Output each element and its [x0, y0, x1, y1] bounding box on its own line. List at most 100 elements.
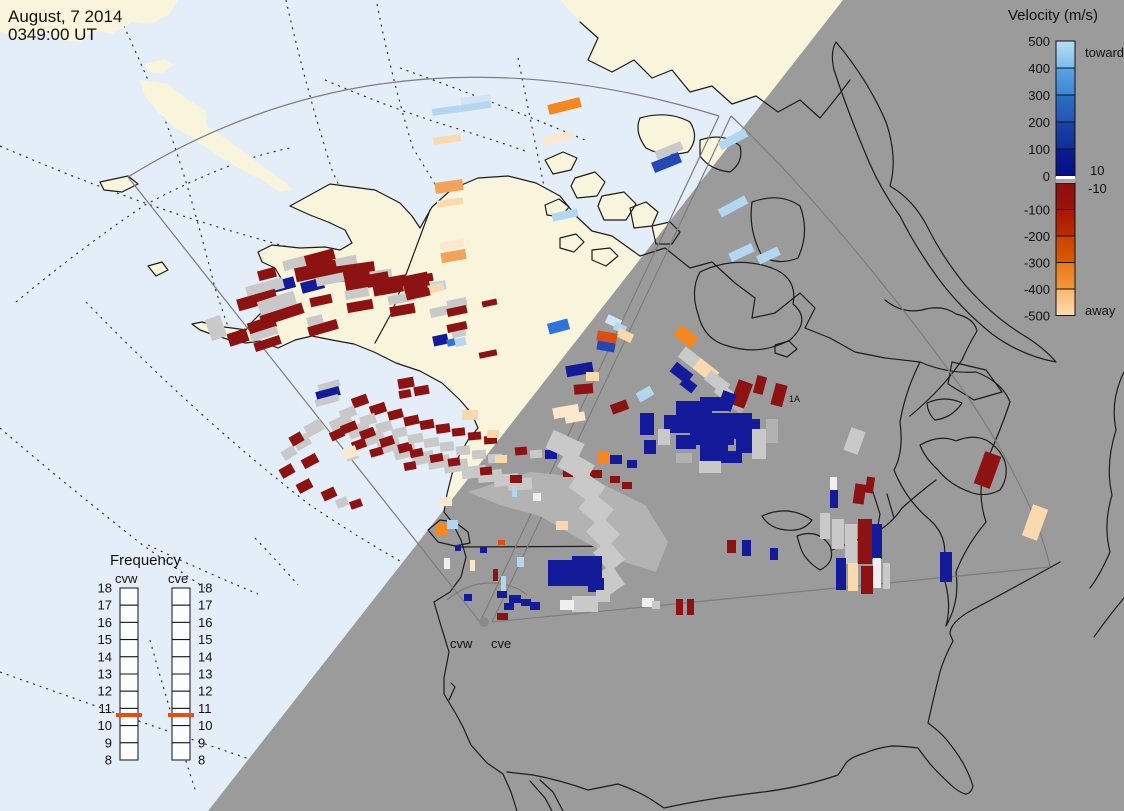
radar-fov-outlines — [127, 76, 1051, 623]
map-data-cell — [644, 440, 656, 454]
map-data-cell — [429, 305, 451, 318]
frequency-bar-cell — [119, 742, 139, 761]
frequency-tick-label-left: 13 — [98, 667, 112, 682]
map-data-cell — [504, 603, 514, 610]
map-data-cell — [459, 100, 492, 113]
map-data-cell — [521, 599, 531, 606]
map-data-cell — [820, 513, 830, 539]
map-data-cell — [398, 389, 412, 399]
frequency-bar-cell — [171, 639, 191, 658]
map-data-cell — [314, 394, 340, 407]
map-data-cell — [303, 248, 337, 268]
map-data-cell — [615, 328, 635, 343]
map-data-cell — [832, 519, 844, 549]
frequency-bar-cell — [171, 673, 191, 692]
map-data-cell — [650, 151, 683, 174]
map-data-cell — [256, 290, 298, 316]
map-data-cell — [864, 476, 876, 494]
cvw-fov-right-edge — [479, 115, 720, 623]
frequency-tick-label-right: 12 — [198, 684, 212, 699]
map-data-cell — [455, 545, 461, 551]
map-data-cell — [501, 576, 506, 591]
map-data-cell — [529, 449, 543, 459]
map-data-cell — [845, 524, 857, 564]
map-data-cell — [378, 435, 396, 448]
map-data-cell — [423, 436, 440, 449]
map-data-cell — [249, 325, 279, 343]
map-data-cell — [586, 372, 599, 381]
map-data-cell — [717, 128, 749, 151]
map-data-cell — [687, 599, 694, 615]
map-data-cell — [444, 558, 450, 569]
map-data-cell — [480, 547, 487, 553]
map-data-cell — [742, 540, 751, 556]
zero-band-white — [1056, 176, 1075, 179]
map-data-cell — [533, 493, 541, 501]
map-data-cell — [563, 470, 573, 477]
frequency-bar-cell — [119, 621, 139, 641]
map-data-cell — [478, 349, 498, 359]
velocity-tick-label: 0 — [1043, 169, 1050, 184]
zero-band-gray — [1056, 179, 1075, 183]
map-data-cell — [640, 413, 654, 435]
map-data-cell — [446, 338, 456, 347]
map-data-cell — [699, 461, 721, 473]
velocity-tick-label: -500 — [1024, 309, 1050, 324]
map-data-cell — [344, 286, 370, 301]
map-data-cell — [280, 445, 298, 461]
map-data-cell — [596, 330, 618, 344]
map-data-cell — [338, 405, 358, 421]
map-data-cell — [546, 318, 571, 335]
frequency-tick-label-left: 8 — [105, 753, 112, 768]
velocity-tick-label: 500 — [1028, 34, 1050, 49]
velocity-tick-labels: 500 400 300 200 100 0 -100 -200 -300 -400 -500 — [1024, 34, 1050, 324]
map-data-cell — [446, 305, 468, 317]
map-data-cell — [358, 426, 377, 441]
map-data-cell — [342, 445, 359, 460]
frequency-marker — [168, 713, 194, 717]
map-data-cell — [431, 105, 461, 116]
map-data-cell — [315, 386, 341, 401]
map-data-cell — [498, 540, 505, 545]
map-data-cell — [440, 248, 467, 264]
map-data-cell — [372, 277, 404, 297]
map-data-cell — [479, 466, 493, 476]
map-data-cell — [407, 432, 424, 445]
velocity-colorbar — [1055, 40, 1076, 316]
frequency-bar-cell — [119, 725, 139, 744]
map-data-cell — [588, 578, 604, 592]
map-data-cell — [397, 441, 413, 454]
map-data-cell — [282, 254, 310, 272]
map-data-cell — [873, 558, 881, 588]
cve-fov-right-edge — [491, 566, 1051, 623]
map-data-cell — [509, 595, 521, 603]
radar-site-markers: cvw cve 1A — [450, 394, 800, 651]
frequency-tick-label-left: 12 — [98, 684, 112, 699]
frequency-tick-label-right: 13 — [198, 667, 212, 682]
map-data-cell — [467, 431, 482, 441]
map-data-cell — [487, 430, 499, 438]
map-data-cell — [609, 399, 630, 415]
map-data-cell — [295, 478, 314, 494]
map-data-cell — [756, 246, 781, 265]
map-data-cell — [610, 476, 620, 483]
map-data-cell — [872, 524, 882, 559]
frequency-tick-label-left: 11 — [99, 701, 113, 716]
map-data-cell — [752, 429, 766, 459]
map-data-cell — [401, 271, 431, 294]
velocity-data-cells — [204, 93, 1049, 620]
map-data-cell — [883, 563, 890, 589]
map-data-cell — [481, 298, 498, 308]
frequency-bar-cell — [171, 690, 191, 709]
map-data-cell — [346, 298, 374, 314]
velocity-colorbar-segment — [1055, 121, 1076, 150]
frequency-tick-label-right: 18 — [198, 581, 212, 596]
frequency-bar-cell — [119, 690, 139, 709]
map-data-cell — [440, 497, 452, 506]
map-data-cell — [598, 452, 609, 463]
map-data-cell — [728, 243, 755, 262]
map-data-cell — [517, 557, 524, 567]
frequency-marker — [116, 713, 142, 717]
map-data-cell — [622, 482, 632, 489]
